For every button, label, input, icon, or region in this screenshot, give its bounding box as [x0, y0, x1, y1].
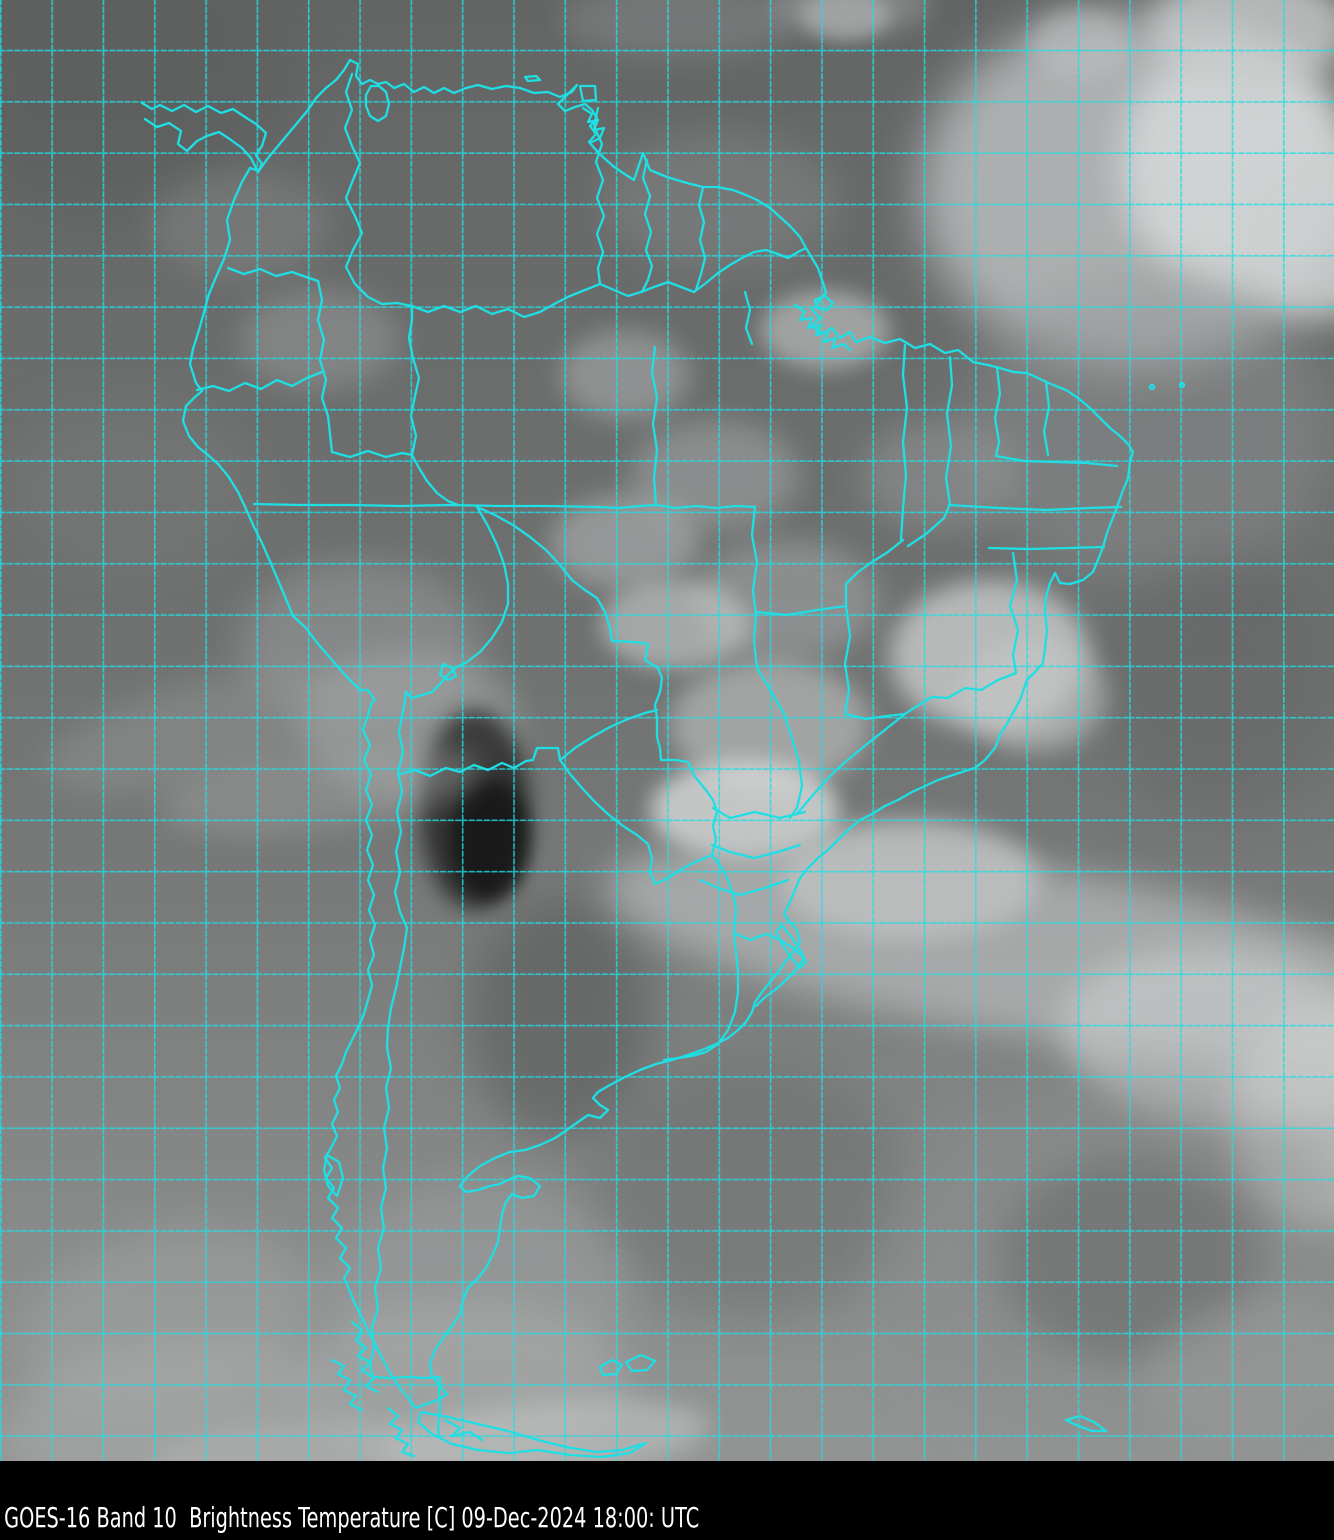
- border-amapa: [743, 290, 754, 346]
- border-venezuela-brazil: [410, 282, 602, 319]
- state-border: [595, 503, 757, 510]
- border-guyana-suriname: [640, 158, 654, 294]
- caption-bar: GOES-16 Band 10 Brightness Temperature […: [0, 1461, 1334, 1540]
- state-border: [903, 551, 1020, 716]
- state-border: [906, 355, 954, 548]
- state-border: [795, 712, 907, 816]
- amazon-delta: [793, 294, 852, 352]
- coastline-panama: [140, 101, 268, 174]
- country-borders: [140, 58, 1186, 1459]
- island-south-georgia: [1064, 1414, 1108, 1433]
- border-uruguay-brazil: [732, 931, 806, 1008]
- border-colombia-brazil: [407, 304, 421, 457]
- border-ecuador-peru: [195, 370, 324, 393]
- caption-text: GOES-16 Band 10 Brightness Temperature […: [4, 1501, 700, 1535]
- border-colombia-peru-north: [316, 279, 334, 454]
- state-border: [899, 343, 909, 542]
- state-border: [650, 345, 659, 507]
- fjords: [330, 1320, 484, 1458]
- border-peru-brazil: [410, 453, 460, 507]
- satellite-imagery: [0, 0, 1334, 1461]
- border-argentina-bolivia: [398, 746, 562, 778]
- island-margarita: [523, 74, 542, 83]
- border-suriname-guiana: [694, 185, 707, 292]
- lagoon-dos-patos: [774, 923, 808, 970]
- state-border: [755, 604, 907, 721]
- border-argentina-brazil: [710, 853, 738, 935]
- island-tierra-del-fuego: [416, 1410, 648, 1459]
- orinoco-delta: [581, 106, 606, 144]
- state-border: [987, 545, 1106, 551]
- state-border: [1042, 380, 1051, 457]
- border-peru-bolivia: [404, 505, 510, 700]
- border-bolivia-brazil: [475, 505, 719, 857]
- island-dot: [1178, 381, 1186, 389]
- border-straight-segment: [252, 502, 599, 509]
- islands-falkland: [598, 1353, 657, 1377]
- coastline-south-america: [181, 58, 1135, 1410]
- state-border: [750, 505, 759, 670]
- island-chiloe: [322, 1153, 345, 1198]
- border-argentina-paraguay: [558, 758, 714, 886]
- border-ecuador-colombia: [226, 266, 320, 283]
- state-border: [844, 538, 905, 608]
- island-dot: [1148, 383, 1156, 391]
- lake-titicaca: [438, 662, 458, 682]
- map-overlay: [0, 0, 1334, 1461]
- latlon-grid: [0, 0, 1334, 1461]
- border-colombia-venezuela: [343, 72, 414, 308]
- state-border: [698, 806, 807, 897]
- border-peru-colombia: [330, 449, 414, 459]
- state-border: [755, 666, 804, 820]
- border-chile-argentina: [368, 690, 442, 1440]
- border-bolivia-paraguay: [558, 708, 659, 762]
- border-argentina-uruguay: [662, 931, 740, 1062]
- border-brazil-north: [598, 246, 808, 298]
- coastline-panama-south: [143, 117, 260, 174]
- lake-maracaibo: [364, 84, 391, 123]
- state-border: [947, 503, 1123, 512]
- island-trinidad: [578, 84, 598, 103]
- state-border: [993, 365, 1119, 468]
